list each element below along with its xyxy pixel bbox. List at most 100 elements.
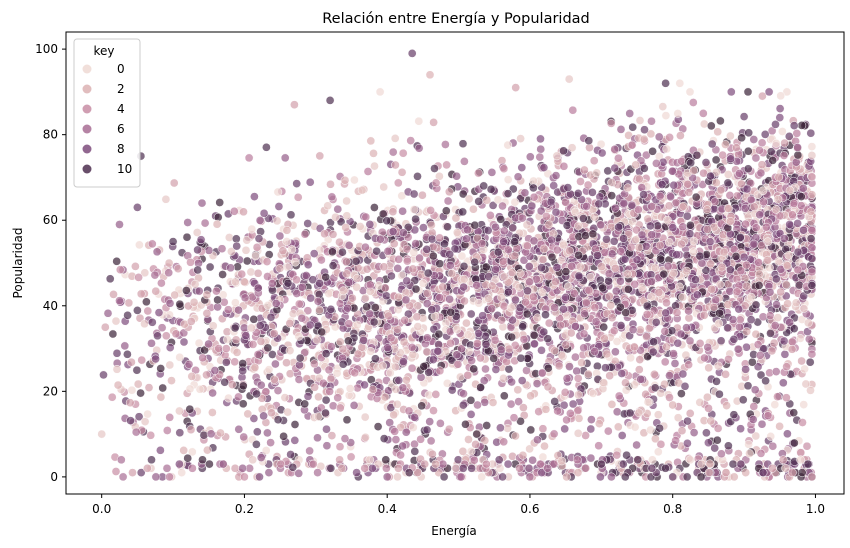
scatter-point [582,298,591,307]
scatter-point [783,429,792,439]
scatter-point [458,207,468,217]
scatter-point [526,425,536,435]
scatter-point [607,313,617,323]
scatter-point [590,347,599,356]
scatter-point [151,472,161,482]
scatter-point [369,149,378,158]
scatter-point [689,166,699,175]
scatter-point [136,289,146,299]
scatter-point [422,425,432,435]
scatter-point [435,366,445,376]
scatter-point [568,105,578,115]
scatter-point [391,160,400,170]
scatter-point [598,283,608,293]
scatter-point [751,431,761,441]
scatter-point [617,369,627,378]
scatter-point [742,281,752,291]
scatter-point [803,459,813,469]
scatter-point [255,216,265,225]
scatter-point [292,179,302,188]
scatter-point [763,411,773,421]
scatter-point [617,431,627,440]
scatter-point [147,338,156,348]
scatter-point [183,453,193,463]
scatter-point [194,338,204,348]
scatter-point [248,340,258,349]
scatter-point [707,139,717,149]
scatter-point [328,261,338,270]
scatter-point [474,197,484,206]
scatter-point [533,313,542,323]
scatter-point [342,415,352,425]
scatter-point [179,337,189,347]
scatter-point [422,245,432,254]
scatter-point [541,404,551,414]
scatter-point [789,121,799,130]
scatter-point [760,130,770,139]
scatter-point [481,262,491,272]
scatter-point [482,421,492,430]
scatter-point [321,408,330,418]
scatter-point [800,364,809,374]
scatter-point [607,178,616,187]
scatter-point [217,244,227,254]
scatter-point [99,370,108,380]
scatter-point [344,278,354,287]
scatter-point [801,379,811,389]
scatter-point [634,408,644,418]
scatter-point [653,447,663,457]
scatter-point [469,455,479,465]
scatter-point [484,294,493,303]
scatter-point [408,350,418,360]
scatter-point [524,463,534,473]
scatter-point [179,446,189,455]
scatter-point [280,153,290,163]
scatter-point [699,310,709,320]
scatter-point [391,384,401,394]
scatter-point [313,433,322,443]
scatter-point [785,186,795,195]
scatter-point [670,359,680,368]
scatter-point [773,195,783,204]
scatter-point [498,472,507,482]
scatter-point [592,168,602,178]
scatter-point [621,385,631,395]
scatter-point [481,364,490,374]
scatter-point [664,237,674,247]
scatter-point [327,192,337,202]
scatter-point [410,412,419,422]
scatter-point [797,356,806,366]
scatter-point [399,228,408,238]
scatter-point [508,451,517,461]
scatter-point [452,350,462,360]
scatter-point [370,161,379,171]
scatter-point [328,230,338,239]
scatter-point [318,378,328,388]
scatter-point [805,357,815,367]
scatter-point [726,154,736,164]
scatter-point [282,237,292,246]
scatter-point [246,267,256,277]
chart-title: Relación entre Energía y Popularidad [322,11,590,27]
scatter-point [173,264,183,274]
scatter-point [719,247,729,257]
scatter-point [534,407,544,416]
scatter-point [734,304,744,314]
scatter-point [462,318,471,328]
scatter-point [162,426,172,435]
scatter-point [635,355,645,364]
scatter-point [590,212,599,222]
scatter-point [452,171,461,181]
scatter-point [238,399,248,409]
scatter-point [370,203,379,212]
scatter-point [438,459,448,469]
scatter-point [743,381,753,391]
scatter-point [756,449,766,458]
scatter-point [780,234,789,243]
scatter-point [544,318,554,328]
scatter-point [142,297,151,307]
scatter-point [557,350,567,360]
scatter-point [216,428,225,438]
scatter-point [499,164,509,174]
scatter-point [144,383,154,392]
